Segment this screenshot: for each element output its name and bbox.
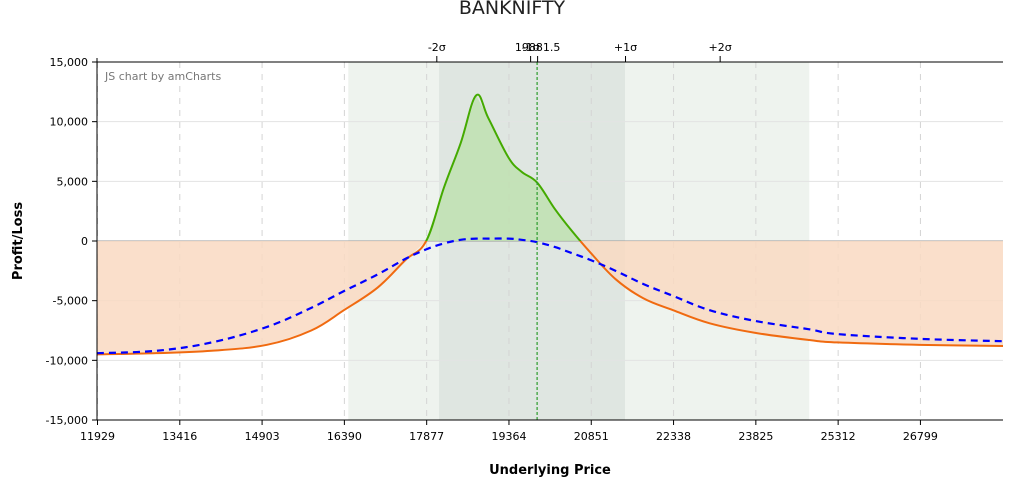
payoff-line-loss-segment	[97, 241, 1003, 356]
series-lines	[96, 62, 1004, 420]
pnl-fills	[97, 95, 1003, 355]
axis-labels: 15,000 10,000 5,000 0 -5,000 -10,000 -15,000 11…	[46, 41, 938, 443]
chart-credit: JS chart by amCharts	[104, 70, 221, 83]
x-tick-label: 13416	[162, 430, 197, 443]
sigma-label: 19881.5	[515, 41, 561, 54]
y-tick-label: -5,000	[53, 295, 88, 308]
x-tick-label: 25312	[821, 430, 856, 443]
payoff-line-profit-segment	[425, 93, 582, 241]
axes	[92, 56, 1003, 425]
sigma-label: -2σ	[428, 41, 446, 54]
x-tick-label: 16390	[327, 430, 362, 443]
x-tick-label: 22338	[656, 430, 691, 443]
x-tick-label: 19364	[491, 430, 526, 443]
x-tick-label: 14903	[245, 430, 280, 443]
loss-area	[97, 241, 1003, 355]
x-tick-label: 11929	[80, 430, 115, 443]
y-tick-label: 15,000	[50, 56, 89, 69]
x-tick-label: 17877	[409, 430, 444, 443]
y-axis-title: Profit/Loss	[11, 202, 26, 280]
y-tick-label: 5,000	[57, 175, 89, 188]
chart-title: BANKNIFTY	[458, 0, 566, 19]
x-tick-label: 20851	[574, 430, 609, 443]
y-tick-label: 10,000	[50, 116, 89, 129]
x-tick-label: 26799	[903, 430, 938, 443]
sigma-label: -1σ	[522, 41, 540, 54]
x-axis-title: Underlying Price	[489, 463, 611, 478]
x-tick-label: 23825	[738, 430, 773, 443]
sigma-label: +1σ	[614, 41, 637, 54]
pnl-today-dashed-line	[96, 237, 1004, 355]
y-tick-label: 0	[81, 235, 88, 248]
sigma-label: +2σ	[709, 41, 732, 54]
profit-area	[97, 95, 1003, 241]
y-tick-label: -10,000	[46, 354, 88, 367]
y-tick-label: -15,000	[46, 414, 88, 427]
